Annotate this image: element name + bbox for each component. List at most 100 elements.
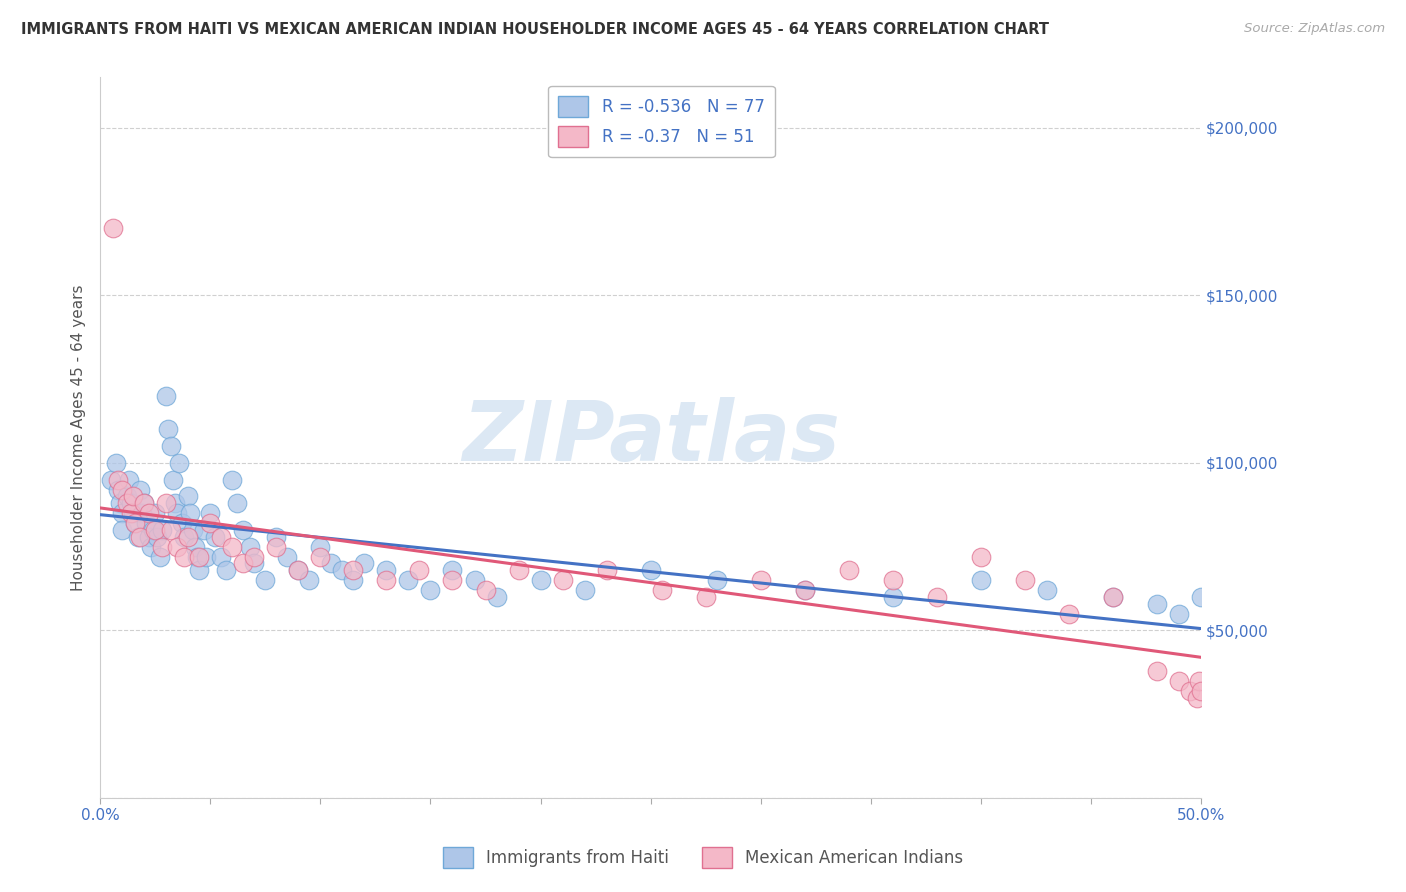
Point <box>159 439 181 453</box>
Point <box>925 590 948 604</box>
Point <box>419 583 441 598</box>
Point <box>193 523 215 537</box>
Point <box>342 563 364 577</box>
Point <box>1057 607 1080 621</box>
Point <box>155 496 177 510</box>
Point <box>120 496 142 510</box>
Point <box>1189 683 1212 698</box>
Point <box>1189 590 1212 604</box>
Point <box>104 456 127 470</box>
Point <box>200 516 222 531</box>
Point <box>200 506 222 520</box>
Point <box>184 540 207 554</box>
Point <box>194 549 217 564</box>
Point <box>970 549 993 564</box>
Point <box>204 530 226 544</box>
Point <box>225 496 247 510</box>
Point <box>595 563 617 577</box>
Point <box>111 506 134 520</box>
Point <box>169 456 191 470</box>
Point <box>651 583 673 598</box>
Point <box>695 590 717 604</box>
Point <box>188 563 211 577</box>
Point <box>321 557 343 571</box>
Point <box>254 573 277 587</box>
Point <box>155 389 177 403</box>
Point <box>159 523 181 537</box>
Point <box>162 473 184 487</box>
Point <box>474 583 496 598</box>
Point <box>179 506 201 520</box>
Point <box>706 573 728 587</box>
Point <box>150 540 173 554</box>
Point <box>232 523 254 537</box>
Point <box>177 490 200 504</box>
Point <box>163 496 186 510</box>
Point <box>100 473 122 487</box>
Point <box>574 583 596 598</box>
Point <box>157 422 180 436</box>
Point <box>127 530 149 544</box>
Point <box>118 473 141 487</box>
Point <box>111 483 134 497</box>
Point <box>276 549 298 564</box>
Point <box>142 523 165 537</box>
Point <box>1146 597 1168 611</box>
Point <box>353 557 375 571</box>
Point <box>441 563 464 577</box>
Point <box>882 590 904 604</box>
Point <box>107 483 129 497</box>
Point <box>131 506 153 520</box>
Point <box>1146 664 1168 678</box>
Point <box>128 530 150 544</box>
Legend: Immigrants from Haiti, Mexican American Indians: Immigrants from Haiti, Mexican American … <box>436 840 970 875</box>
Point <box>120 506 142 520</box>
Point <box>243 549 266 564</box>
Y-axis label: Householder Income Ages 45 - 64 years: Householder Income Ages 45 - 64 years <box>72 285 86 591</box>
Legend: R = -0.536   N = 77, R = -0.37   N = 51: R = -0.536 N = 77, R = -0.37 N = 51 <box>548 86 775 157</box>
Point <box>508 563 530 577</box>
Point <box>134 496 156 510</box>
Point <box>266 530 288 544</box>
Point <box>134 496 156 510</box>
Point <box>173 549 195 564</box>
Point <box>122 506 145 520</box>
Text: Source: ZipAtlas.com: Source: ZipAtlas.com <box>1244 22 1385 36</box>
Point <box>287 563 309 577</box>
Point <box>1168 673 1191 688</box>
Point <box>640 563 662 577</box>
Point <box>1036 583 1059 598</box>
Point <box>139 540 162 554</box>
Point <box>181 523 204 537</box>
Point <box>1014 573 1036 587</box>
Point <box>332 563 354 577</box>
Point <box>232 557 254 571</box>
Point <box>1188 673 1211 688</box>
Point <box>309 549 332 564</box>
Point <box>124 516 146 531</box>
Point <box>209 530 232 544</box>
Point <box>173 530 195 544</box>
Point <box>177 530 200 544</box>
Point <box>463 573 485 587</box>
Text: ZIPatlas: ZIPatlas <box>461 397 839 478</box>
Point <box>221 473 243 487</box>
Point <box>124 516 146 531</box>
Point <box>143 523 166 537</box>
Point <box>1102 590 1125 604</box>
Point <box>143 506 166 520</box>
Point <box>375 573 398 587</box>
Point <box>1102 590 1125 604</box>
Point <box>111 523 134 537</box>
Point <box>221 540 243 554</box>
Point <box>408 563 430 577</box>
Point <box>103 221 125 235</box>
Point <box>214 563 236 577</box>
Point <box>243 557 266 571</box>
Point <box>1168 607 1191 621</box>
Point <box>146 530 169 544</box>
Point <box>749 573 772 587</box>
Point <box>793 583 815 598</box>
Point <box>1185 690 1208 705</box>
Point <box>166 506 188 520</box>
